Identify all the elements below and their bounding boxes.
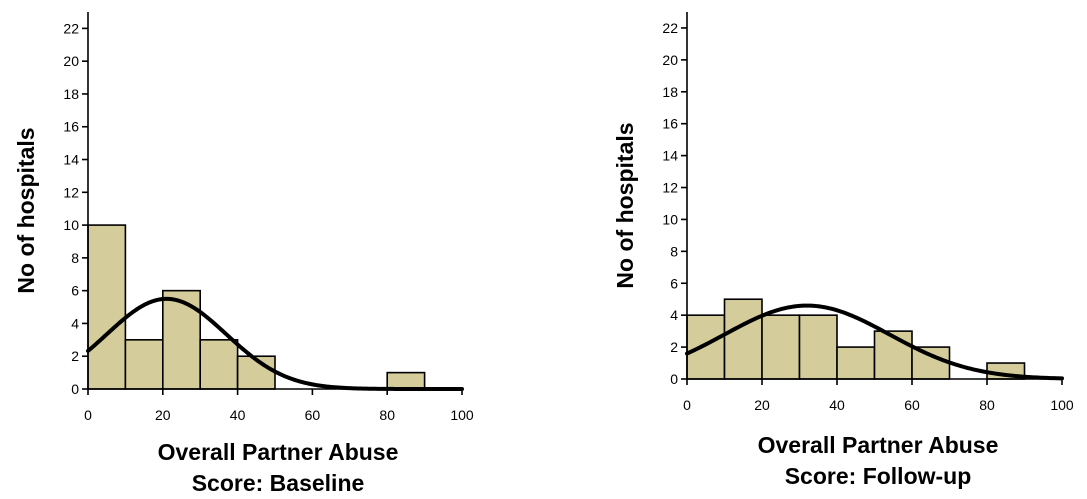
y-tick-label: 18 <box>662 84 678 100</box>
y-tick-label: 0 <box>670 371 678 387</box>
y-tick-label: 16 <box>662 116 678 132</box>
x-axis-title-line1: Overall Partner Abuse <box>758 432 999 458</box>
y-tick-label: 18 <box>63 86 79 102</box>
x-tick-label: 60 <box>305 407 321 423</box>
x-tick-label: 20 <box>155 407 171 423</box>
x-tick-label: 40 <box>829 397 845 413</box>
y-tick-label: 16 <box>63 119 79 135</box>
x-tick-label: 20 <box>754 397 770 413</box>
x-tick-label: 40 <box>230 407 246 423</box>
bar-80-90 <box>386 371 426 390</box>
y-tick-label: 6 <box>670 275 678 291</box>
y-axis-title: No of hospitals <box>612 122 638 288</box>
x-tick-label: 0 <box>84 407 92 423</box>
x-tick-label: 100 <box>1050 397 1074 413</box>
y-axis-title: No of hospitals <box>13 127 39 293</box>
y-tick-label: 20 <box>662 52 678 68</box>
bar-30-40 <box>798 314 838 380</box>
bar-10-20 <box>124 339 164 390</box>
y-tick-label: 22 <box>662 20 678 36</box>
y-tick-label: 12 <box>662 180 678 196</box>
bar-20-30 <box>761 314 801 380</box>
y-tick-label: 10 <box>662 211 678 227</box>
x-tick-label: 60 <box>904 397 920 413</box>
bar-0-10 <box>686 314 726 380</box>
x-tick-label: 0 <box>683 397 691 413</box>
y-tick-label: 4 <box>670 307 678 323</box>
bar-0-10 <box>87 224 127 390</box>
y-tick-label: 12 <box>63 184 79 200</box>
bar-40-50 <box>836 346 876 380</box>
y-tick-label: 6 <box>71 283 79 299</box>
histogram-follow-up: 0 2 4 6 8 10 12 14 16 18 20 22 0 20 40 60 80 100 No of hos… <box>567 0 1087 499</box>
y-tick-label: 2 <box>71 348 79 364</box>
y-tick-label: 8 <box>670 243 678 259</box>
y-tick-label: 10 <box>63 217 79 233</box>
y-tick-label: 8 <box>71 250 79 266</box>
y-tick-label: 14 <box>662 148 678 164</box>
y-tick-label: 22 <box>63 20 79 36</box>
bar-30-40 <box>199 339 239 390</box>
bar-60-70 <box>911 346 951 380</box>
y-tick-label: 2 <box>670 339 678 355</box>
bar-10-20 <box>723 298 763 380</box>
histogram-follow-up-svg: 0 2 4 6 8 10 12 14 16 18 20 22 0 20 40 60 80 100 No of hos… <box>612 12 1074 489</box>
x-axis-title-line2: Score: Follow-up <box>785 463 972 489</box>
bar-20-30 <box>162 289 202 390</box>
histogram-baseline: 0 2 4 6 8 10 12 14 16 18 20 22 0 20 40 60 80 100 No of hos… <box>0 0 520 499</box>
histogram-baseline-svg: 0 2 4 6 8 10 12 14 16 18 20 22 0 20 40 60 80 100 No of hos… <box>13 12 474 496</box>
x-tick-label: 100 <box>450 407 474 423</box>
x-tick-label: 80 <box>979 397 995 413</box>
x-axis-title-line2: Score: Baseline <box>192 470 365 496</box>
x-tick-label: 80 <box>379 407 395 423</box>
y-tick-label: 20 <box>63 53 79 69</box>
y-tick-label: 0 <box>71 381 79 397</box>
y-tick-label: 14 <box>63 152 79 168</box>
x-axis-title-line1: Overall Partner Abuse <box>158 439 399 465</box>
normal-curve <box>685 303 1064 381</box>
y-tick-label: 4 <box>71 315 79 331</box>
